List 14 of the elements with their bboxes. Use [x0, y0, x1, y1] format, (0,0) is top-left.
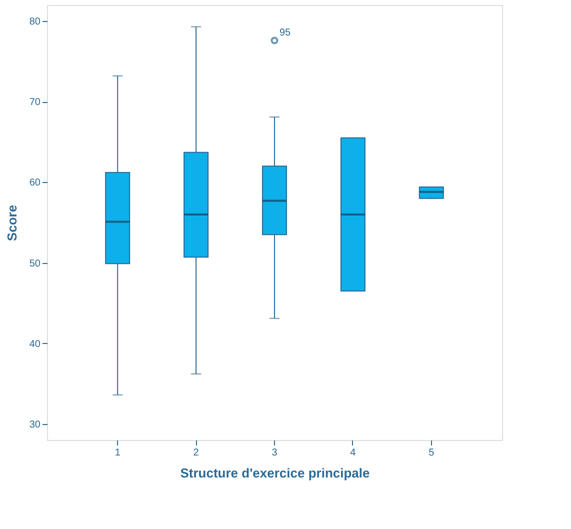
x-axis-title: Structure d'exercice principale — [180, 466, 370, 480]
x-tick-label: 1 — [114, 448, 121, 458]
y-tick-label: 30 — [29, 419, 41, 430]
annotation: 95 — [280, 27, 292, 38]
y-tick-label: 50 — [29, 258, 41, 270]
y-tick-label: 60 — [29, 178, 41, 189]
y-tick-label: 70 — [29, 97, 41, 108]
y-tick-label: 80 — [29, 16, 41, 28]
x-tick-label: 4 — [350, 448, 356, 458]
y-axis-title: Score — [4, 204, 20, 242]
x-tick-label: 2 — [193, 448, 200, 458]
y-tick-label: 40 — [29, 338, 41, 350]
x-tick-label: 3 — [272, 448, 278, 458]
x-tick-label: 5 — [428, 448, 435, 458]
